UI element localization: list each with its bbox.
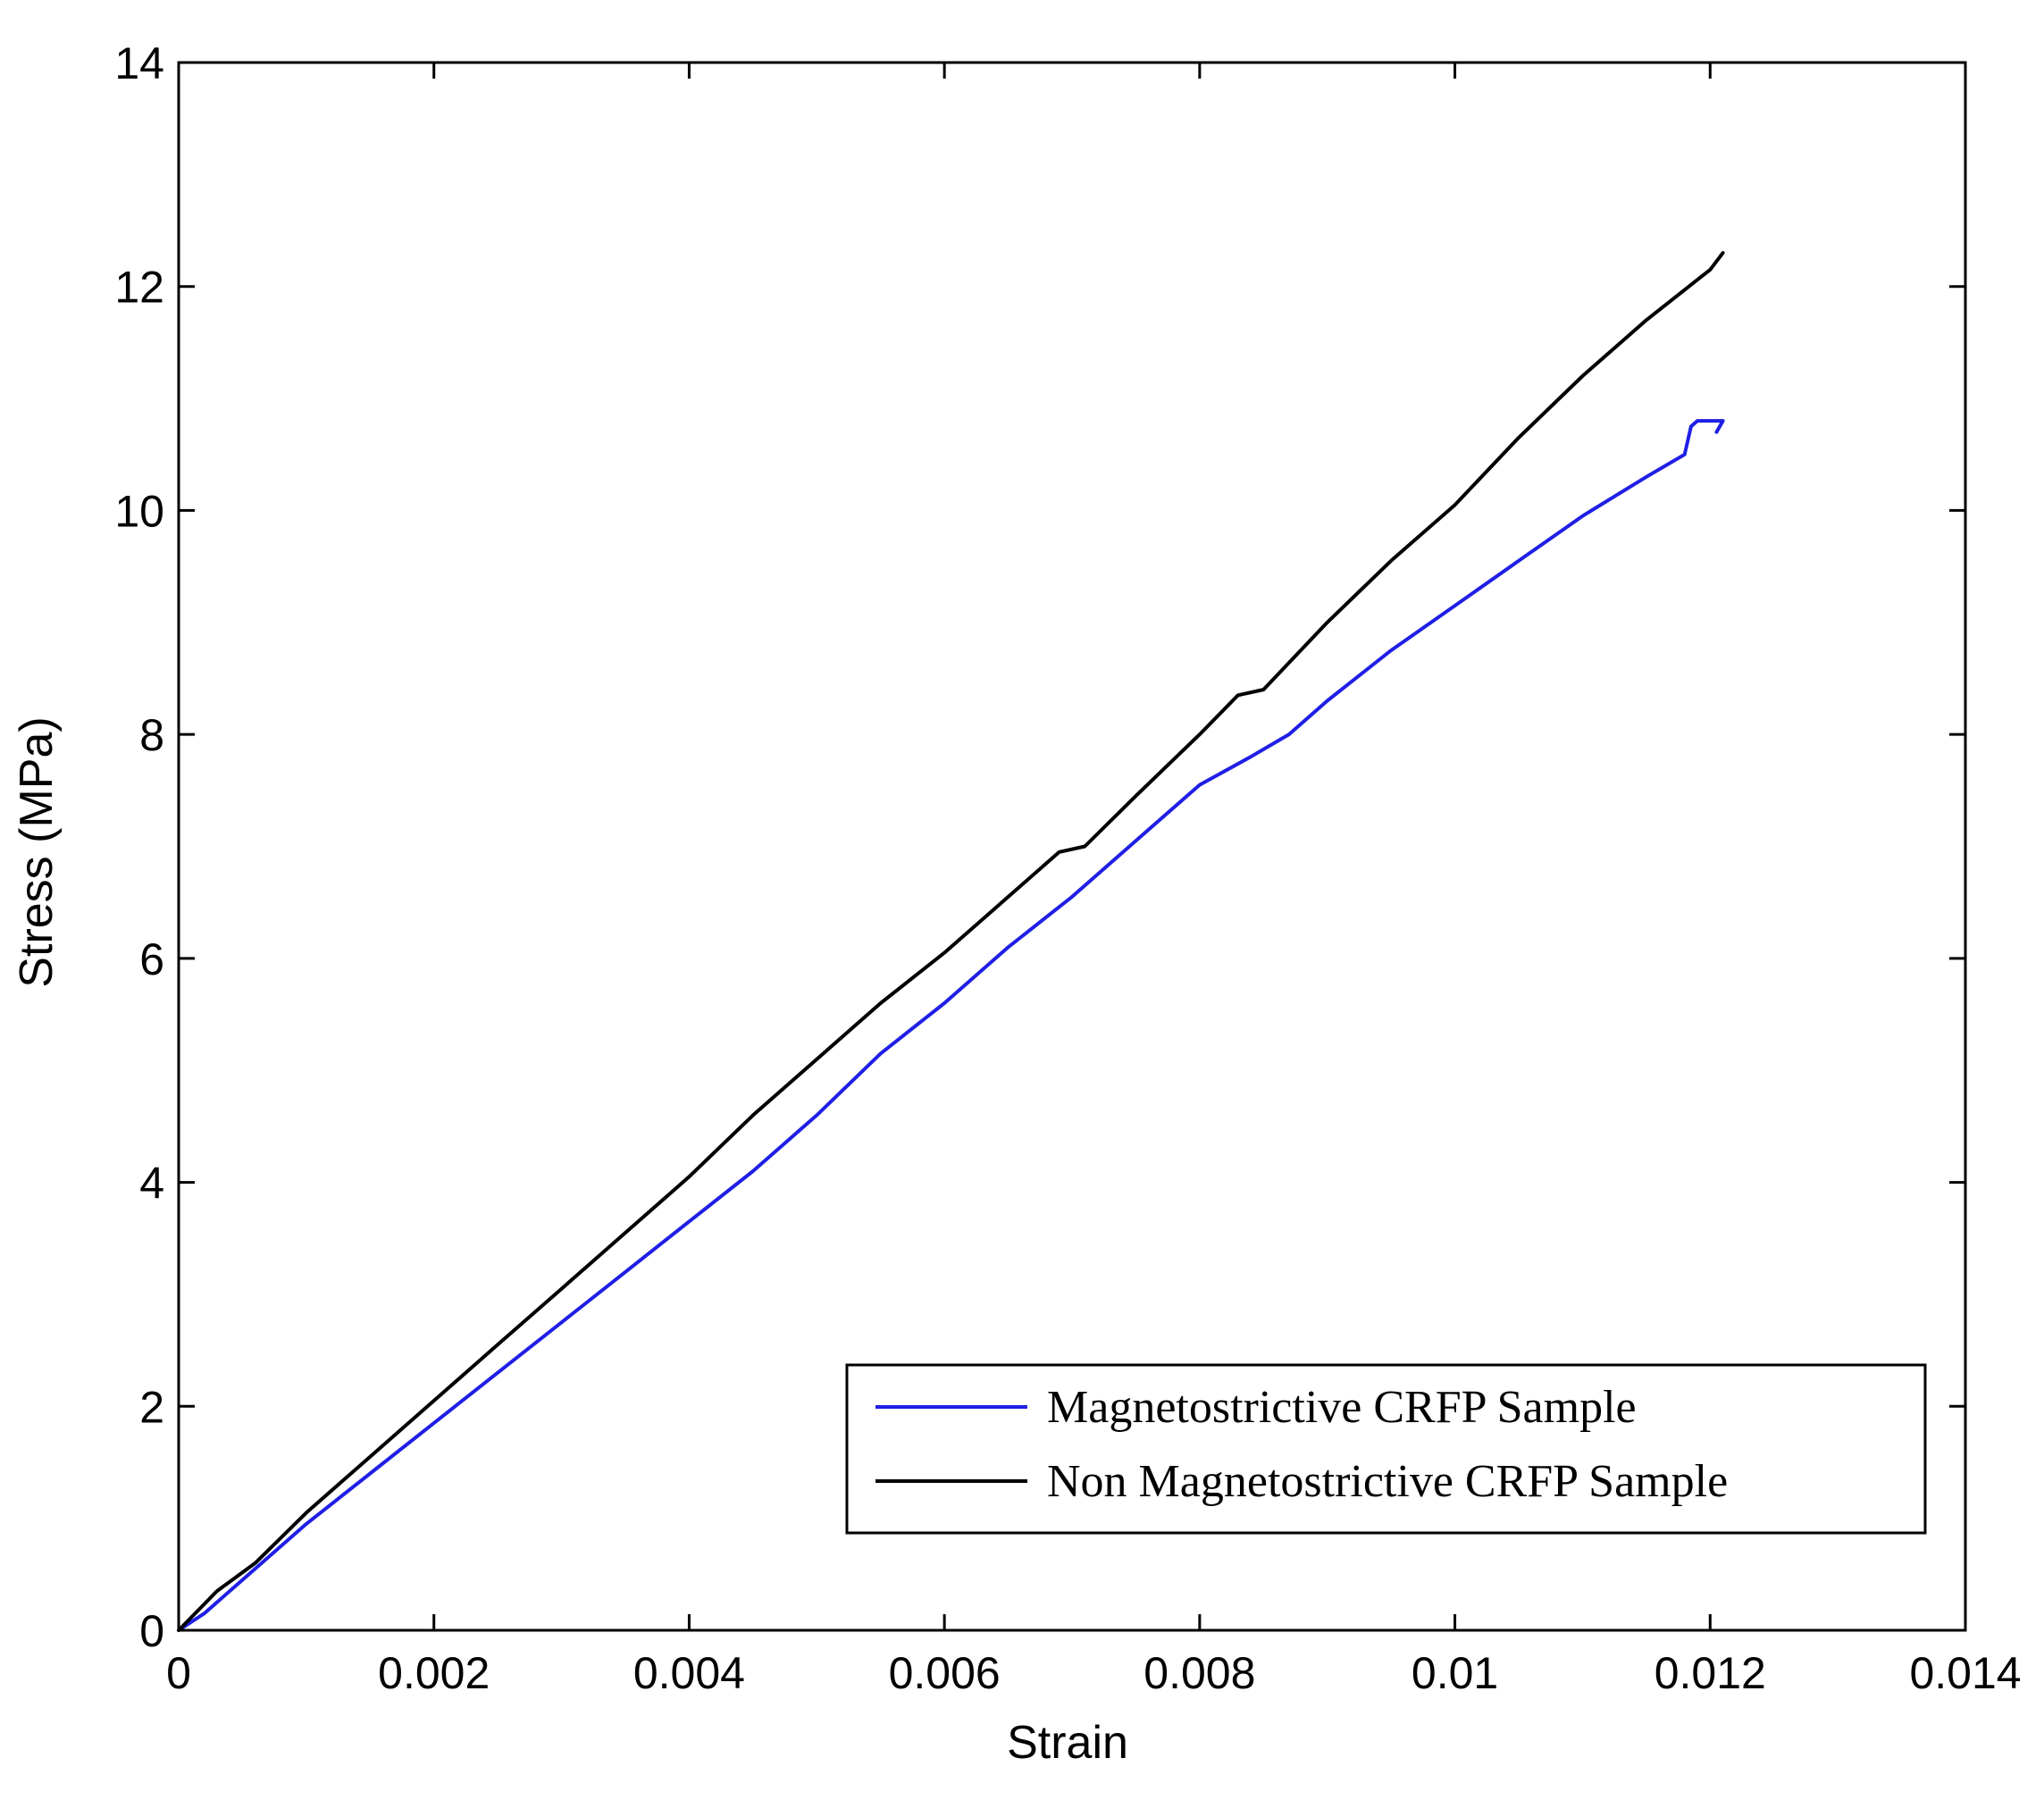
legend-label-magnetostrictive: Magnetostrictive CRFP Sample (1047, 1382, 1637, 1433)
y-tick-label: 14 (114, 38, 164, 88)
y-tick-label: 10 (114, 486, 164, 536)
series-line-0 (177, 419, 1725, 1632)
x-tick-label: 0.002 (378, 1648, 490, 1698)
plot-frame (177, 61, 1967, 1632)
x-tick-label: 0.008 (1143, 1648, 1255, 1698)
y-tick-label: 2 (139, 1382, 164, 1432)
x-tick-label: 0.012 (1654, 1648, 1766, 1698)
x-axis-label: Strain (1007, 1717, 1128, 1769)
y-tick-label: 6 (139, 934, 164, 984)
y-tick-label: 8 (139, 710, 164, 760)
y-axis-label: Stress (MPa) (11, 716, 63, 987)
axes: 0 0.002 0.004 0.006 0.008 0.01 0.012 0.014 0 2 4 6 8… (114, 38, 2021, 1698)
y-tick-label: 12 (114, 263, 164, 313)
series-line-1 (177, 251, 1725, 1632)
y-tick-label: 0 (139, 1606, 164, 1656)
y-tick-label: 4 (139, 1159, 164, 1209)
x-tick-label: 0.01 (1412, 1648, 1498, 1698)
x-tick-label: 0 (166, 1648, 191, 1698)
plot-area (177, 251, 1725, 1632)
legend-label-non-magnetostrictive: Non Magnetostrictive CRFP Sample (1047, 1456, 1728, 1507)
x-tick-label: 0.004 (633, 1648, 745, 1698)
x-tick-label: 0.006 (889, 1648, 1001, 1698)
legend: Magnetostrictive CRFP Sample Non Magneto… (845, 1363, 1927, 1535)
x-tick-label: 0.014 (1909, 1648, 2021, 1698)
legend-box (845, 1363, 1927, 1535)
